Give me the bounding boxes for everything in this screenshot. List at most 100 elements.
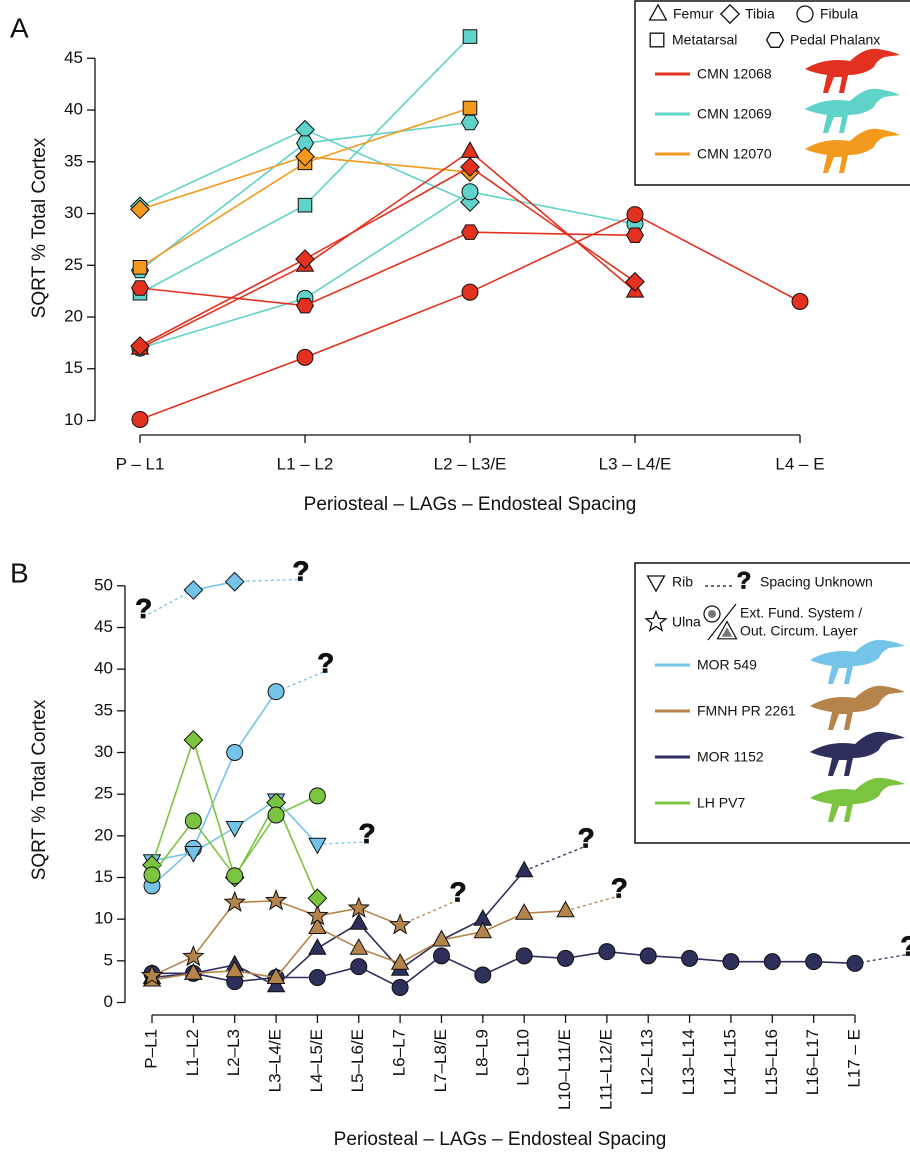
data-point: [391, 979, 409, 996]
data-point: [308, 938, 327, 955]
data-point: [296, 135, 314, 151]
unknown-marker: ?: [611, 872, 628, 903]
x-tick-label: L2 – L3/E: [434, 454, 507, 473]
data-point: [308, 787, 326, 805]
unknown-link: [234, 578, 301, 583]
legend-label: Ext. Fund. System /: [740, 605, 862, 621]
data-point: [224, 571, 245, 592]
data-point: [462, 29, 478, 44]
x-tick-label: P–L1: [141, 1029, 160, 1069]
x-tick-label: L8–L9: [472, 1029, 491, 1076]
data-point: [626, 227, 644, 243]
y-tick-label: 10: [64, 410, 83, 429]
data-point: [130, 336, 150, 356]
legend-label: MOR 549: [697, 657, 757, 673]
x-tick-label: L3–L4/E: [266, 1029, 285, 1092]
unknown-marker: ?: [317, 647, 334, 678]
series-line: [139, 150, 636, 349]
x-tick-label: L4–L5/E: [307, 1029, 326, 1092]
data-point: [226, 867, 244, 885]
data-point: [183, 580, 204, 600]
x-tick-label: L14–L15: [720, 1029, 739, 1095]
y-tick-label: 0: [104, 992, 113, 1011]
legend-label: Ulna: [672, 614, 701, 630]
data-point: [432, 929, 451, 947]
x-tick-label: L6–L7: [390, 1029, 409, 1076]
data-point: [131, 280, 149, 296]
data-point: [460, 141, 480, 158]
y-tick-label: 15: [94, 867, 113, 886]
legend-shape: [796, 5, 814, 23]
legend-shape: [708, 610, 716, 618]
data-point: [266, 967, 286, 984]
data-point: [639, 947, 657, 965]
x-tick-label: P – L1: [116, 454, 165, 473]
legend-label: CMN 12068: [697, 66, 772, 82]
data-point: [557, 949, 575, 967]
x-tick-label: L13–L14: [679, 1029, 698, 1095]
data-point: [267, 683, 285, 701]
data-point: [308, 969, 326, 986]
y-tick-label: 20: [64, 307, 83, 326]
data-point: [460, 157, 480, 177]
unknown-link: [275, 670, 326, 693]
data-point: [722, 953, 740, 971]
legend-label: Out. Circum. Layer: [740, 623, 858, 639]
y-tick-label: 30: [64, 203, 83, 222]
unknown-link: [317, 841, 368, 845]
legend-label: Metatarsal: [672, 32, 737, 48]
legend-label: Pedal Phalanx: [790, 32, 880, 48]
data-point: [763, 953, 781, 971]
x-axis-title: Periosteal – LAGs – Endosteal Spacing: [334, 1129, 667, 1150]
x-tick-label: L1 – L2: [277, 454, 334, 473]
y-tick-label: 25: [64, 255, 83, 274]
data-point: [143, 866, 161, 884]
unknown-marker: ?: [900, 931, 910, 962]
data-point: [474, 966, 492, 984]
data-point: [266, 975, 286, 993]
data-point: [297, 197, 313, 213]
x-tick-label: L4 – E: [775, 454, 824, 473]
silhouette: [805, 128, 900, 173]
legend-slash: [707, 603, 737, 641]
unknown-marker: ?: [135, 593, 152, 624]
legend-label: MOR 1152: [697, 749, 764, 765]
x-tick-label: L10–L11/E: [555, 1029, 574, 1110]
legend-label: CMN 12069: [697, 106, 772, 122]
legend-label: Tibia: [745, 6, 775, 22]
series-line: [151, 691, 277, 887]
data-point: [307, 888, 328, 909]
unknown-marker: ?: [358, 818, 375, 849]
legend-shape: [644, 609, 668, 632]
data-point: [514, 903, 534, 920]
data-point: [182, 944, 205, 967]
unknown-link: [523, 845, 587, 872]
silhouette: [805, 48, 900, 93]
data-point: [184, 846, 203, 863]
legend-shape: [765, 32, 785, 48]
y-tick-label: 5: [104, 950, 113, 969]
data-point: [267, 806, 285, 824]
data-point: [432, 947, 450, 965]
series-line: [139, 190, 636, 349]
data-point: [388, 913, 412, 935]
series-line: [152, 950, 856, 989]
unknown-marker: ?: [449, 877, 466, 908]
y-tick-label: 50: [94, 575, 113, 594]
legend-label: Spacing Unknown: [760, 574, 873, 590]
data-point: [791, 293, 809, 310]
data-point: [556, 900, 575, 918]
data-point: [184, 963, 203, 980]
silhouette: [810, 731, 905, 776]
y-tick-label: 35: [64, 151, 83, 170]
legend-shape: [719, 3, 741, 25]
y-tick-label: 30: [94, 742, 113, 761]
data-point: [264, 888, 288, 911]
legend-unknown: ?: [737, 567, 752, 594]
legend-shape: [648, 3, 668, 21]
data-point: [225, 960, 244, 978]
silhouette: [810, 639, 905, 684]
data-point: [461, 114, 479, 131]
y-tick-label: 15: [64, 358, 83, 377]
